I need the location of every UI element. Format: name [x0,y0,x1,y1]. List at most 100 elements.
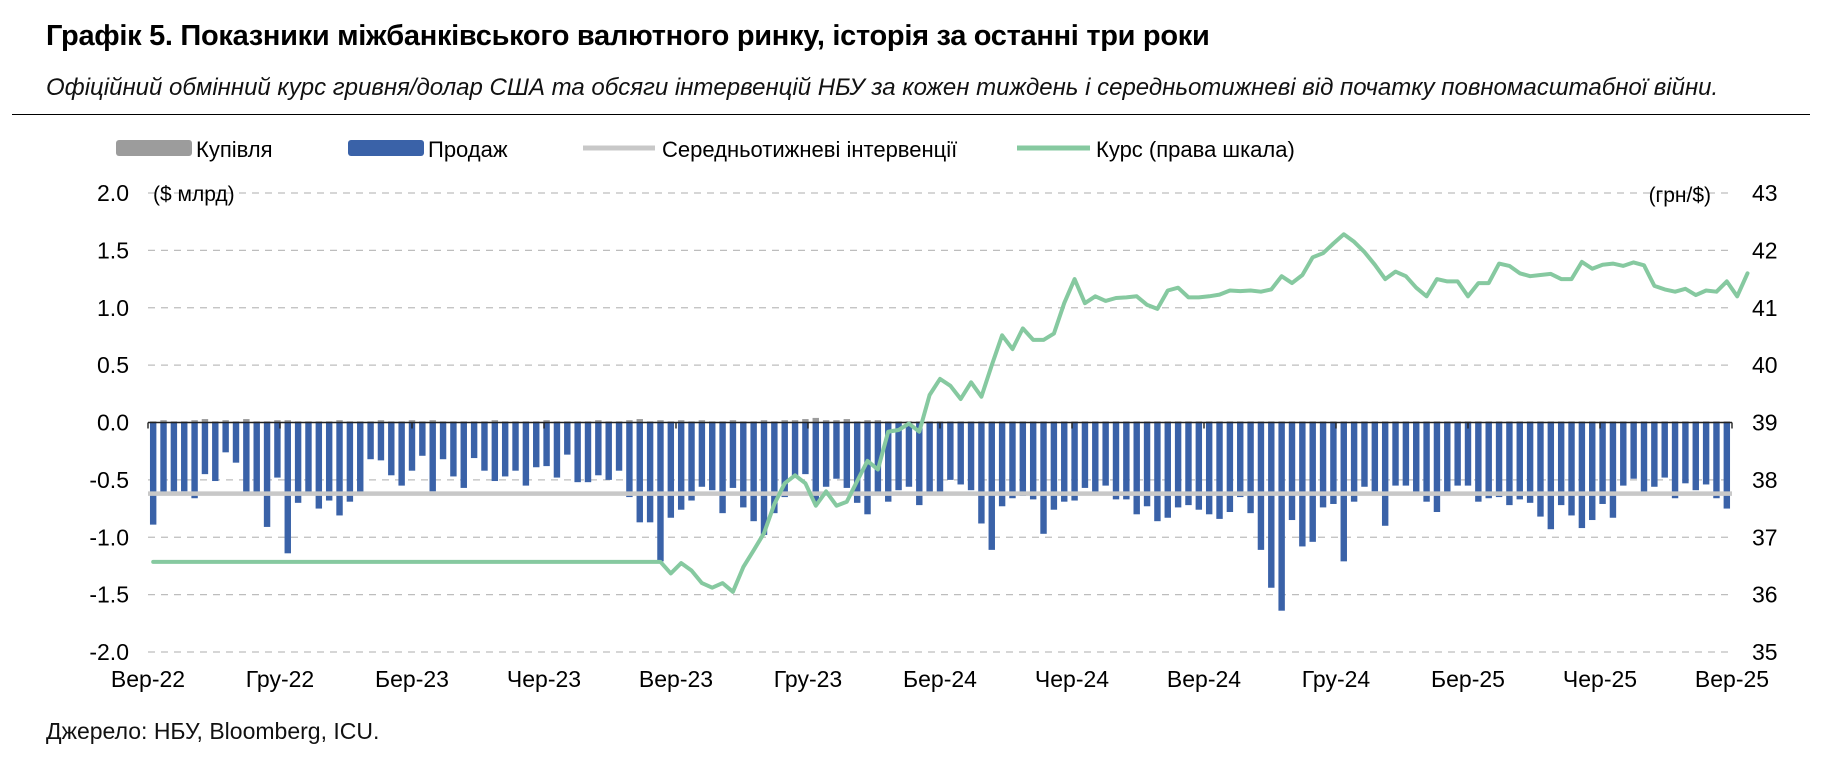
sell-bar [274,422,281,478]
right-tick-label: 37 [1752,524,1778,550]
buy-bar [843,419,851,423]
buy-bar [833,420,840,423]
sell-bar [1330,422,1337,504]
right-tick-label: 43 [1752,180,1778,206]
sell-bar [874,422,882,494]
sell-bar [1423,422,1430,502]
buy-bar [491,420,499,423]
buy-bar [636,419,643,423]
sell-bar [336,422,343,516]
sell-bar [470,422,478,459]
sell-bar [429,422,436,492]
buy-bar [336,420,343,423]
sell-bar [967,422,975,491]
sell-bar [1071,422,1078,501]
sell-bar [533,422,540,468]
sell-bar [947,422,954,480]
sell-bar [1371,422,1379,492]
x-tick-label: Гру-22 [246,666,314,692]
sell-bar [1092,422,1099,494]
buy-bar [243,419,250,423]
chart-title: Графік 5. Показники міжбанківського валю… [46,20,1210,52]
buy-bar [377,420,385,423]
x-tick-label: Чер-24 [1035,666,1109,692]
exchange-rate-line [151,232,1750,594]
sell-bar [1568,422,1575,516]
sell-bar [626,422,633,498]
sell-bar [853,422,861,503]
sell-bar [1257,422,1265,550]
sell-bar [294,422,302,503]
sell-bar [1319,422,1327,508]
sell-bar [170,422,178,492]
buy-bar [760,420,768,423]
left-axis-label: ($ млрд) [153,183,235,206]
x-tick-label: Вер-22 [111,666,185,692]
sell-bar [1205,422,1213,515]
sell-bar [688,422,695,501]
sell-bar [346,422,354,502]
sell-bar [978,422,985,524]
sell-bar [822,422,830,487]
sell-bar [243,422,250,494]
sell-bar [1651,422,1658,487]
sell-bar [740,422,747,508]
sell-bar [926,422,933,494]
sell-bar [802,422,809,475]
source-note: Джерело: НБУ, Bloomberg, ICU. [46,718,380,744]
sell-bar [191,422,198,499]
sell-bar [1288,422,1296,521]
sell-bar [1464,422,1472,486]
sell-bar [512,422,519,471]
buy-bar [626,420,633,423]
right-axis-label: (грн/$) [1649,184,1711,207]
sell-bar [160,422,167,495]
legend-rate-label: Курс (права шкала) [1096,137,1295,162]
x-tick-label: Чер-23 [507,666,581,692]
sell-bar [1537,422,1544,517]
sell-bar [408,422,416,471]
sell-bar [481,422,488,471]
sell-bar [636,422,643,523]
sell-bar [750,422,757,522]
sell-bar [1185,422,1192,506]
sell-bar [1609,422,1617,518]
sell-bar [305,422,312,495]
sell-bar [885,422,892,502]
sell-bar [605,422,612,480]
buy-bar [791,420,799,423]
x-tick-label: Гру-24 [1302,666,1371,692]
sell-bar [833,422,840,479]
sell-bar [1309,422,1316,542]
sell-bar [584,422,592,483]
sell-bar [905,422,913,487]
sell-bar [1702,422,1710,485]
buy-bar [812,417,819,423]
sell-bar [595,422,602,476]
sell-bar [553,422,561,478]
legend: Купівля Продаж Середньотижневі інтервенц… [116,137,1295,162]
sell-bar [1278,422,1285,611]
x-tick-label: Чер-25 [1563,666,1637,692]
right-tick-label: 35 [1752,639,1778,665]
buy-bar [864,420,871,423]
sell-bar [864,422,871,515]
sell-bar [315,422,323,509]
buy-bar [408,420,416,423]
right-axis-ticks: 43 42 41 40 39 38 37 36 35 [1752,180,1778,665]
sell-bar [1495,422,1503,498]
sell-bar [1133,422,1140,515]
sell-bar [1516,422,1523,500]
sell-bar [253,422,260,495]
sell-bar [450,422,457,477]
sell-bar [760,422,768,535]
left-tick-label: 1.5 [97,237,129,263]
buy-bar [822,420,830,423]
legend-buy-swatch [116,140,192,156]
left-tick-label: 2.0 [97,180,129,206]
sell-bar [398,422,405,486]
sell-bar [357,422,364,495]
sell-bar [1713,422,1720,499]
sell-bar [1350,422,1358,502]
sell-bar [771,422,778,514]
